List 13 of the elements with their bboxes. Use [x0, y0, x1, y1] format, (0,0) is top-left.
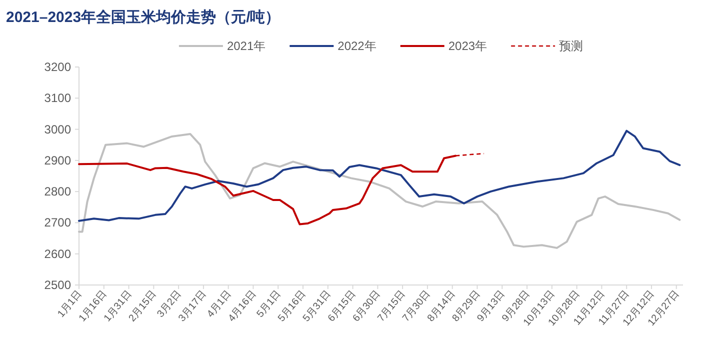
legend-label: 2021年: [226, 39, 266, 53]
y-tick-label: 2600: [44, 246, 72, 261]
y-tick-label: 2800: [44, 184, 72, 199]
chart-title: 2021–2023年全国玉米均价走势（元/吨）: [6, 9, 280, 26]
y-tick-label: 3100: [44, 91, 72, 106]
y-tick-label: 2900: [44, 153, 72, 168]
y-tick-label: 2700: [44, 216, 72, 230]
y-tick-label: 3000: [44, 122, 72, 136]
y-tick-label: 3200: [44, 60, 72, 74]
legend-label: 预测: [559, 39, 584, 53]
legend-label: 2022年: [338, 39, 376, 53]
y-tick-label: 2500: [44, 278, 72, 292]
legend-label: 2023年: [448, 39, 488, 53]
